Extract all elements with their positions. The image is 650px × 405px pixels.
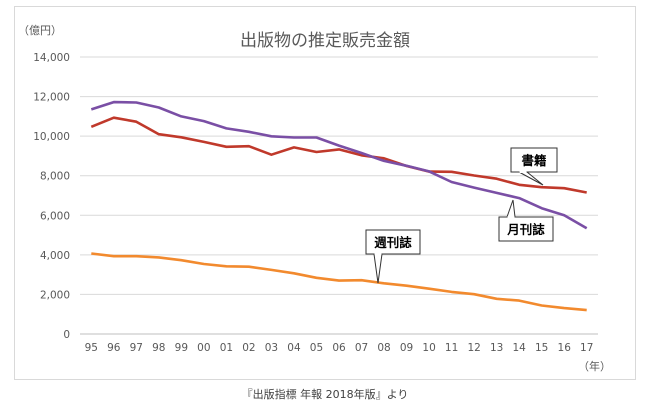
x-tick-label: 04 [287,342,301,354]
x-tick-label: 95 [85,342,98,354]
y-tick-label: 4,000 [40,250,70,262]
series-label-1: 月刊誌 [506,222,545,237]
source-note: 『出版指標 年報 2018年版』より [241,388,409,401]
series-line-1 [90,100,588,230]
x-tick-label: 11 [445,342,458,354]
callout-box-2 [365,229,421,255]
callout-pointer-2 [373,253,383,284]
callout-box-0 [510,147,558,173]
series-label-0: 書籍 [521,153,547,168]
x-tick-label: 05 [310,342,323,354]
callout-pointer-0 [518,171,544,186]
chart-frame [14,6,636,380]
series-lines [90,100,588,312]
y-tick-label: 14,000 [33,52,70,64]
x-tick-label: 15 [535,342,548,354]
x-tick-label: 01 [220,342,233,354]
x-tick-label: 99 [175,342,188,354]
y-tick-label: 2,000 [40,289,70,301]
series-line-0 [90,116,587,194]
x-tick-label: 12 [467,342,480,354]
x-tick-label: 02 [242,342,255,354]
x-tick-label: 96 [107,342,121,354]
y-tick-label: 10,000 [33,131,70,143]
series-label-2: 週刊誌 [374,235,412,250]
x-unit-label: （年） [578,359,611,373]
x-tick-label: 07 [355,342,368,354]
chart-title: 出版物の推定販売金額 [240,31,410,51]
y-tick-label: 0 [63,329,70,341]
x-tick-label: 14 [512,342,526,354]
x-tick-label: 06 [332,342,346,354]
x-tick-label: 97 [130,342,143,354]
y-unit-label: （億円） [18,24,62,37]
y-tick-label: 8,000 [40,171,70,183]
x-tick-labels: 95 96 97 98 99 00 01 02 03 04 05 06 07 08 09 10 11 12 13 14… [85,342,594,354]
y-tick-label: 12,000 [33,92,70,104]
x-tick-label: 13 [490,342,503,354]
x-tick-label: 10 [422,342,435,354]
x-tick-label: 08 [377,342,390,354]
grid-lines [80,56,598,335]
x-tick-label: 16 [558,342,572,354]
y-tick-labels: 0 2,000 4,000 6,000 8,000 10,000 12,000 14,000 [33,52,70,341]
callout-pointer-1 [506,199,516,218]
callout-box-1 [498,216,554,242]
x-tick-label: 17 [580,342,593,354]
x-tick-label: 00 [197,342,210,354]
series-line-2 [91,252,587,312]
x-tick-label: 98 [152,342,165,354]
x-tick-label: 09 [400,342,413,354]
x-tick-label: 03 [265,342,278,354]
y-tick-label: 6,000 [40,210,70,222]
